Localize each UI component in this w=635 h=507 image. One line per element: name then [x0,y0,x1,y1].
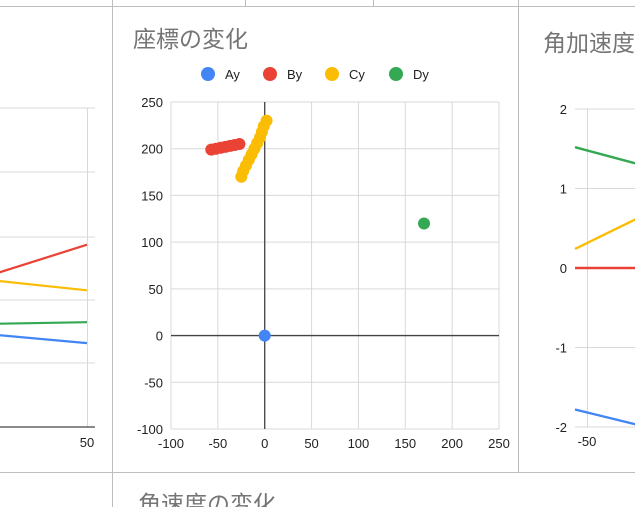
point-ay [258,329,271,342]
series-line [574,146,635,165]
legend-marker-dy [389,67,403,81]
series-line [574,408,635,426]
series-line [574,218,635,250]
series-line [0,321,88,325]
point-by [233,138,246,151]
y-tick-label: 2 [560,102,567,117]
legend-label-ay: Ay [225,67,240,82]
x-tick-label: 150 [394,436,416,451]
legend-marker-ay [201,67,215,81]
x-tick-label: 50 [304,436,318,451]
series-line [0,280,88,292]
chart-title-coordinates: 座標の変化 [133,26,248,52]
x-tick-label: -50 [208,436,227,451]
legend-marker-by [263,67,277,81]
x-tick-label: 0 [261,436,268,451]
y-tick-label: 100 [141,235,163,250]
point-cy [260,114,273,127]
series-line [0,334,88,345]
x-tick-label: 100 [348,436,370,451]
chart-title-angular-acceleration: 角加速度 [543,30,635,56]
chart-title-angular-velocity: 角速度の変化 [138,491,276,507]
angular-acceleration-line-chart: 2 1 0 -1 -2 -50 [555,102,635,449]
y-tick-label: 250 [141,95,163,110]
y-tick-label: -2 [555,420,567,435]
legend-marker-cy [325,67,339,81]
x-tick-label: -50 [578,434,597,449]
y-tick-label: -100 [137,422,163,437]
y-tick-label: 1 [560,182,567,197]
legend-label-dy: Dy [413,67,429,82]
x-tick-label: 250 [488,436,510,451]
x-tick-label: -100 [158,436,184,451]
y-tick-label: 0 [156,329,163,344]
left-line-chart: 50 [0,107,95,450]
y-tick-label: 0 [560,261,567,276]
series-line [0,243,88,274]
legend-label-by: By [287,67,303,82]
y-tick-label: 200 [141,142,163,157]
y-tick-label: 50 [149,282,163,297]
coordinates-scatter-chart: -100 -50 0 50 100 150 200 250 -100 -50 0 50 100 150 20… [137,67,510,451]
y-tick-label: -1 [555,341,567,356]
y-tick-label: 150 [141,188,163,203]
point-dy [418,217,431,230]
x-tick-label: 200 [441,436,463,451]
x-tick-label: 50 [80,435,94,450]
legend-label-cy: Cy [349,67,365,82]
y-tick-label: -50 [144,375,163,390]
